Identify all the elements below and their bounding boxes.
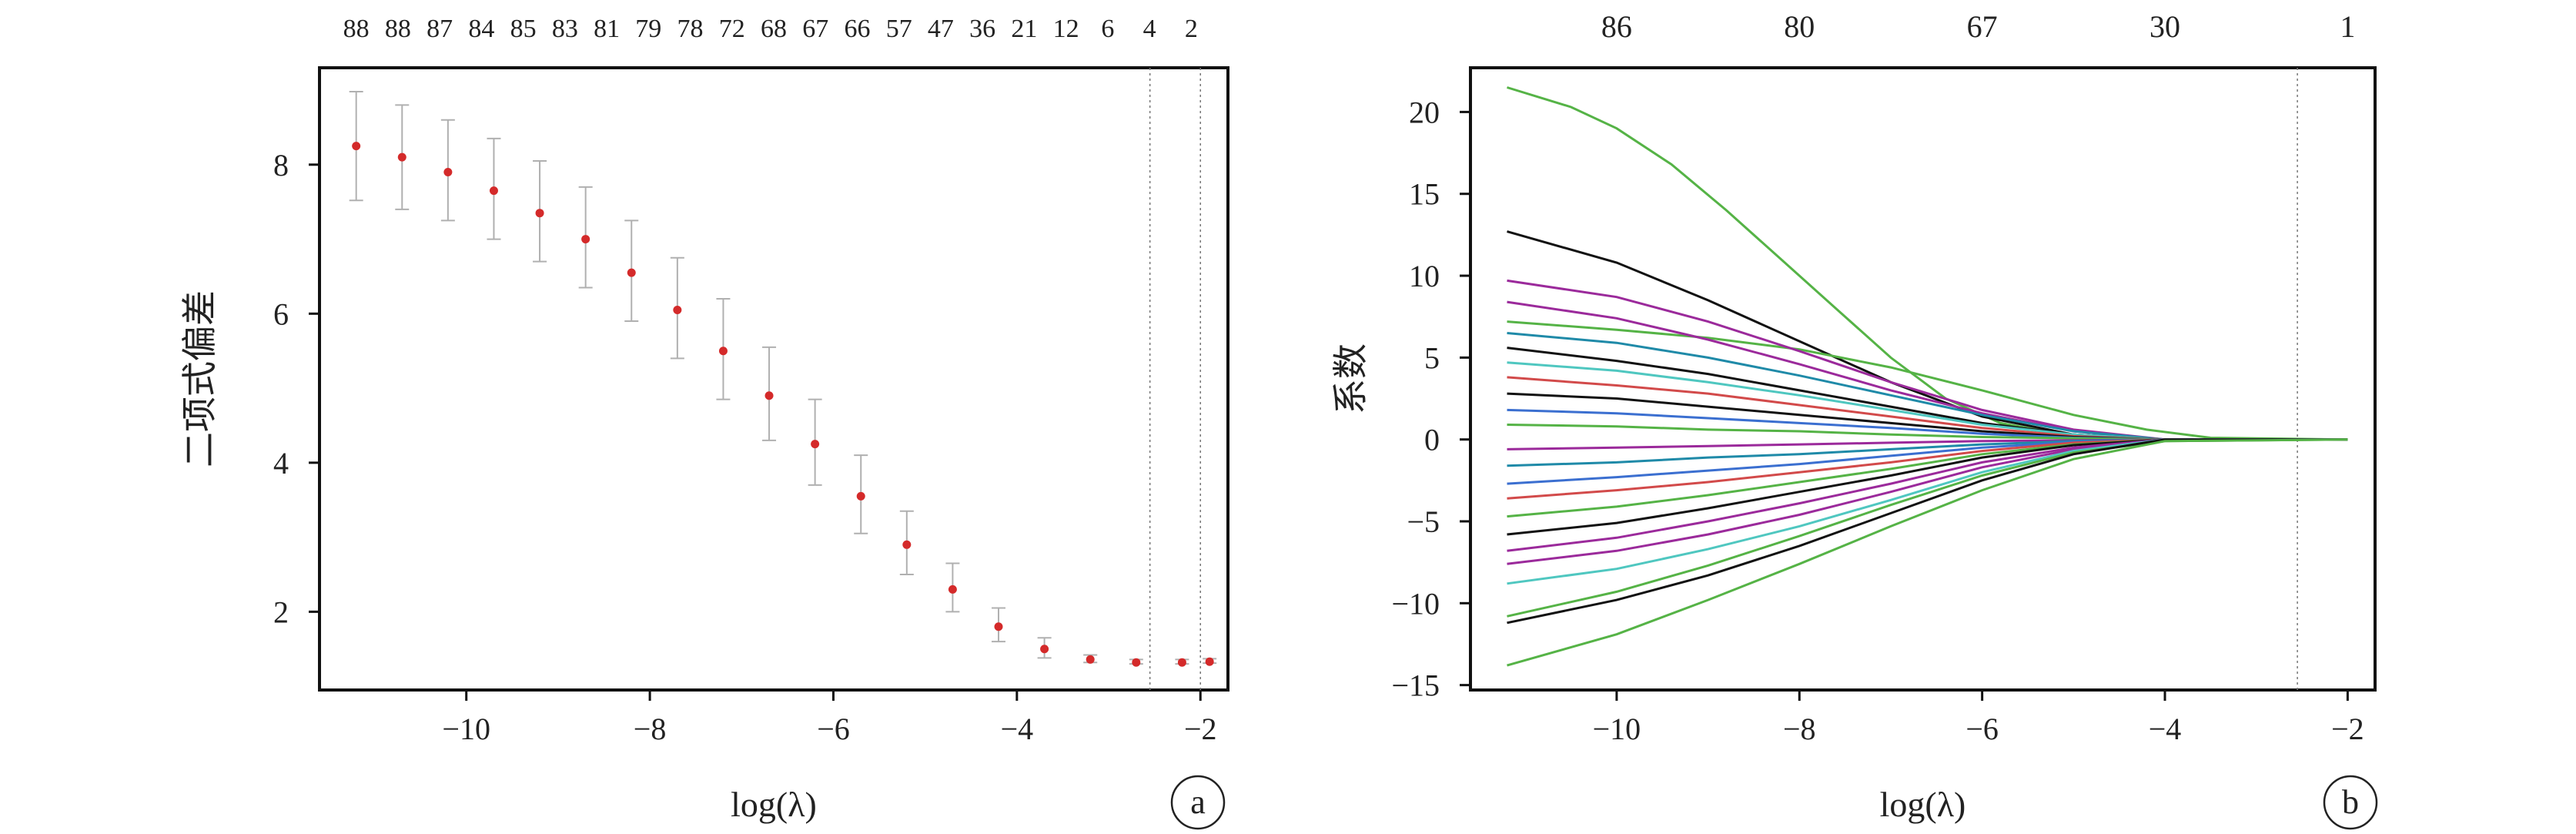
plot-frame-a <box>318 66 1229 692</box>
top-tick-label-a: 78 <box>677 15 704 43</box>
x-tick-label-b: −6 <box>1965 712 1999 746</box>
top-tick-label-b: 30 <box>2149 9 2180 44</box>
x-tick-label-b: −10 <box>1593 712 1641 746</box>
coefficient-path-24 <box>1507 438 2348 667</box>
y-tick-label-b: 0 <box>1424 423 1440 457</box>
panel-b: −10 −8 −6 −4 −2 −15 −10 −5 0 5 10 15 20 86 80 67 30 1 log(… <box>1331 9 2377 824</box>
top-tick-label-b: 1 <box>2340 9 2355 44</box>
top-tick-label-a: 12 <box>1053 15 1079 43</box>
y-axis-title-a: 二项式偏差 <box>180 290 219 467</box>
top-tick-label-a: 57 <box>886 15 912 43</box>
top-tick-label-a: 6 <box>1101 15 1114 43</box>
deviance-point <box>902 540 912 549</box>
coefficient-path-17 <box>1507 438 2348 518</box>
deviance-point <box>994 622 1003 631</box>
deviance-point <box>1086 655 1095 664</box>
coefficient-path-18 <box>1507 438 2348 536</box>
top-tick-label-a: 81 <box>594 15 620 43</box>
y-tick-label-b: −15 <box>1391 668 1440 703</box>
panel-b-badge: b <box>2342 783 2359 821</box>
deviance-point <box>443 167 453 176</box>
y-tick-label-b: 20 <box>1409 95 1440 129</box>
y-tick-label-a: 6 <box>273 296 289 331</box>
deviance-point <box>535 209 544 218</box>
top-tick-label-a: 66 <box>844 15 870 43</box>
top-tick-label-b: 86 <box>1601 9 1632 44</box>
y-tick-label-a: 2 <box>273 595 289 629</box>
top-tick-label-a: 88 <box>343 15 370 43</box>
deviance-point <box>581 235 590 244</box>
deviance-point <box>856 491 865 501</box>
top-tick-label-a: 87 <box>427 15 453 43</box>
coefficient-path-22 <box>1507 438 2348 618</box>
x-tick-label-a: −10 <box>442 712 490 746</box>
top-tick-label-a: 4 <box>1143 15 1156 43</box>
top-tick-label-a: 84 <box>468 15 494 43</box>
top-tick-label-a: 36 <box>969 15 995 43</box>
top-tick-label-a: 85 <box>510 15 537 43</box>
plot-frame-b <box>1469 66 2377 692</box>
x-tick-label-a: −4 <box>1001 712 1034 746</box>
top-tick-label-a: 67 <box>802 15 828 43</box>
y-tick-label-a: 8 <box>273 148 289 183</box>
top-tick-label-b: 67 <box>1967 9 1998 44</box>
deviance-point <box>673 305 682 314</box>
y-tick-label-a: 4 <box>273 446 289 481</box>
y-tick-label-b: 15 <box>1409 177 1440 212</box>
x-tick-label-b: −4 <box>2149 712 2182 746</box>
deviance-point <box>1205 657 1214 666</box>
panel-a-badge: a <box>1190 783 1206 821</box>
y-tick-label-b: 10 <box>1409 259 1440 293</box>
coefficient-path-5 <box>1507 300 2348 441</box>
top-tick-label-a: 2 <box>1185 15 1198 43</box>
y-axis-title-b: 系数 <box>1331 343 1370 414</box>
x-axis-title-a: log(λ) <box>731 785 817 824</box>
y-tick-label-b: −5 <box>1407 504 1440 539</box>
top-tick-label-a: 83 <box>552 15 578 43</box>
y-tick-label-b: −10 <box>1391 586 1440 621</box>
deviance-point <box>811 440 820 449</box>
coefficient-path-2 <box>1507 230 2348 441</box>
deviance-point <box>764 391 774 400</box>
top-tick-label-a: 47 <box>928 15 954 43</box>
deviance-point <box>397 152 406 162</box>
deviance-point <box>1132 658 1141 667</box>
x-tick-label-a: −6 <box>817 712 850 746</box>
x-tick-label-b: −8 <box>1783 712 1816 746</box>
top-tick-label-a: 68 <box>761 15 787 43</box>
x-tick-label-b: −2 <box>2331 712 2364 746</box>
deviance-point <box>489 186 498 196</box>
x-tick-label-a: −8 <box>634 712 667 746</box>
coefficient-path-3 <box>1507 320 2348 441</box>
coefficient-path-19 <box>1507 438 2348 552</box>
top-tick-label-a: 88 <box>385 15 411 43</box>
coefficient-path-23 <box>1507 438 2348 625</box>
deviance-point <box>948 584 957 594</box>
deviance-point <box>718 347 728 356</box>
deviance-point <box>352 142 361 151</box>
top-tick-label-a: 79 <box>635 15 661 43</box>
top-tick-label-a: 72 <box>719 15 745 43</box>
top-tick-label-a: 21 <box>1011 15 1037 43</box>
y-tick-label-b: 5 <box>1424 340 1440 375</box>
panel-a-badge-circle <box>1170 775 1226 830</box>
top-tick-label-b: 80 <box>1784 9 1815 44</box>
deviance-point <box>1177 658 1186 667</box>
x-axis-title-b: log(λ) <box>1880 785 1966 824</box>
x-tick-label-a: −2 <box>1184 712 1217 746</box>
panel-b-badge-circle <box>2323 775 2378 830</box>
deviance-point <box>1040 645 1049 654</box>
deviance-point <box>627 268 636 277</box>
